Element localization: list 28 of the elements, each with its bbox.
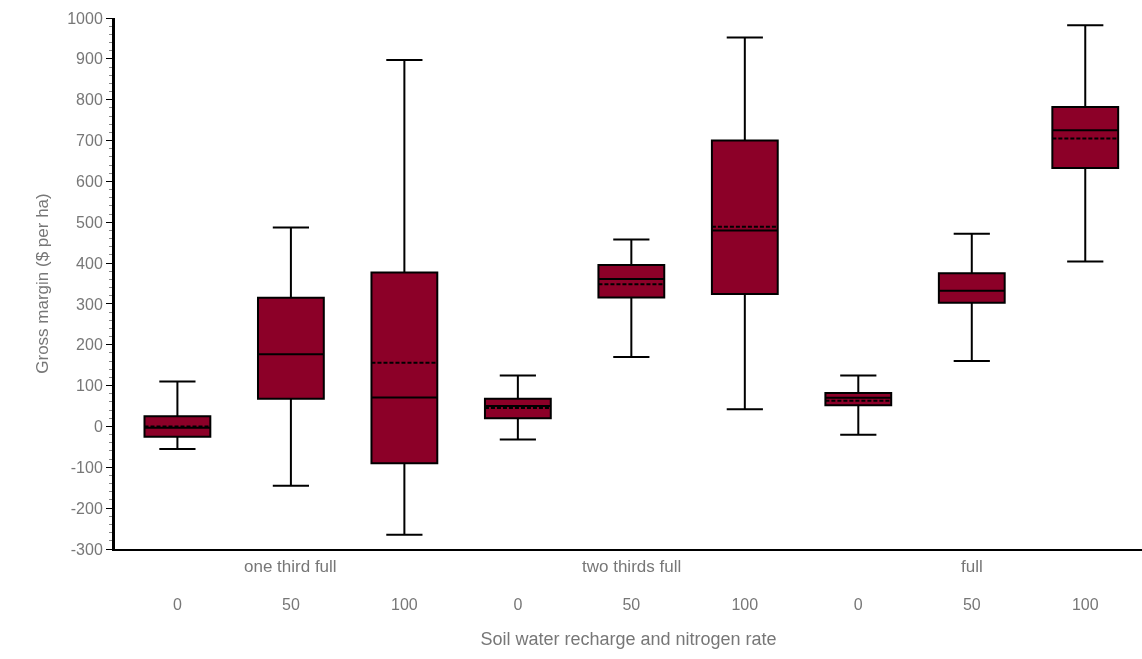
y-tick-label: 900 [76, 50, 103, 68]
y-tick-label: 1000 [67, 9, 103, 27]
y-tick-label: 300 [76, 295, 103, 313]
text: one third full [244, 557, 337, 576]
x-tick-label: 0 [172, 596, 182, 614]
x-tick-label: 0 [513, 596, 523, 614]
x-tick-label: 100 [1071, 596, 1099, 614]
y-tick-label: 600 [76, 172, 103, 190]
x-tick-label: 100 [391, 596, 418, 614]
y-tick-label: 200 [76, 336, 103, 354]
y-tick-label: 500 [76, 213, 103, 231]
y-tick-label: 400 [76, 254, 103, 272]
x-tick-label: 0 [853, 596, 863, 614]
x-tick-label: 50 [962, 596, 981, 614]
x-tick-label: 50 [622, 596, 641, 614]
x-tick-label: 50 [282, 596, 300, 614]
y-tick-label: 700 [76, 132, 103, 150]
y-tick-label: 800 [76, 91, 103, 109]
text: two thirds full [582, 557, 682, 576]
x-tick-label: 100 [731, 596, 759, 614]
text: full [961, 557, 983, 576]
y-tick-label: 100 [76, 377, 103, 395]
y-tick-label: -100 [70, 458, 103, 476]
y-tick-label: 0 [93, 418, 103, 436]
y-tick-label: -300 [70, 540, 103, 558]
x-axis-title: Soil water recharge and nitrogen rate [480, 628, 777, 649]
y-axis-title: Gross margin ($ per ha) [32, 193, 52, 374]
y-tick-label: -200 [70, 499, 103, 517]
